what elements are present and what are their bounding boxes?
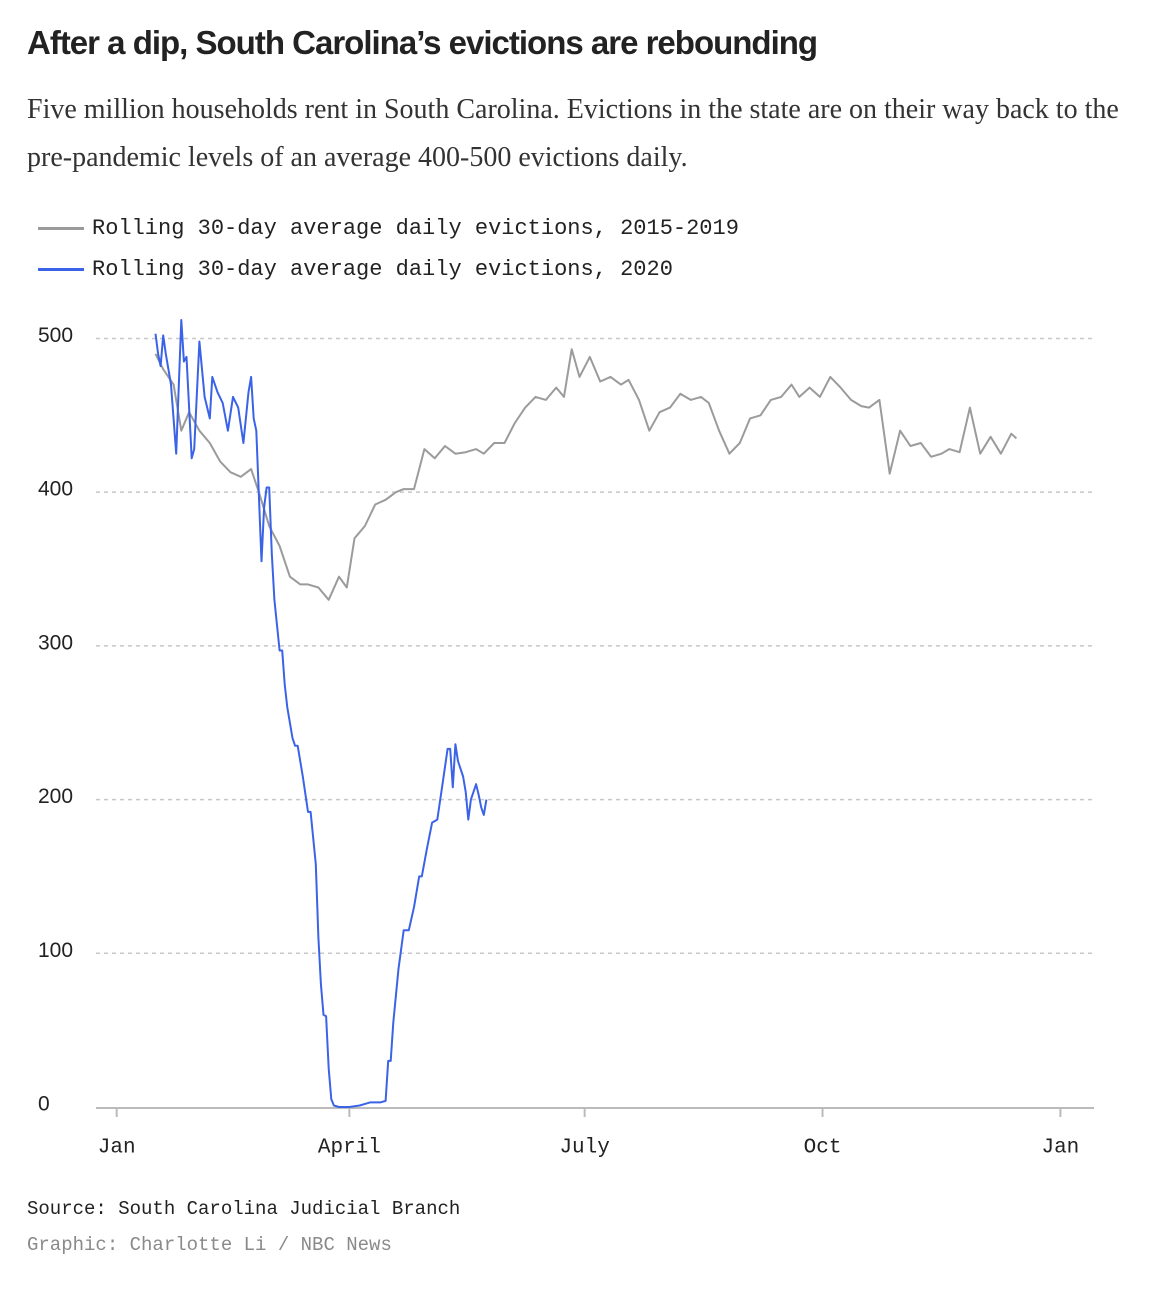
x-tick-label: July [559,1137,609,1160]
y-tick-label: 500 [38,324,73,347]
x-tick-label: April [318,1137,381,1160]
x-tick-label: Oct [804,1137,842,1160]
y-tick-label: 0 [38,1093,50,1116]
credit: Graphic: Charlotte Li / NBC News [27,1234,392,1256]
legend-swatch [38,227,84,230]
series-line [154,348,1018,601]
legend-entry: Rolling 30-day average daily evictions, … [38,208,739,249]
x-tick-label: Jan [98,1137,136,1160]
chart: 0 100 200 300 400 500 Jan April July Oct Jan [38,319,1094,1160]
y-tick-label: 400 [38,478,73,501]
legend-label: Rolling 30-day average daily evictions, … [92,216,739,241]
chart-subtitle: Five million households rent in South Ca… [27,94,1119,173]
series-line [154,319,488,1108]
source: Source: South Carolina Judicial Branch [27,1198,461,1220]
legend: Rolling 30-day average daily evictions, … [38,208,739,290]
y-tick-label: 300 [38,631,73,654]
legend-swatch [38,268,84,271]
x-tick-label: Jan [1041,1137,1079,1160]
legend-label: Rolling 30-day average daily evictions, … [92,257,673,282]
chart-title: After a dip, South Carolina’s evictions … [27,24,818,61]
legend-entry: Rolling 30-day average daily evictions, … [38,249,739,290]
y-tick-label: 100 [38,939,73,962]
y-tick-label: 200 [38,785,73,808]
